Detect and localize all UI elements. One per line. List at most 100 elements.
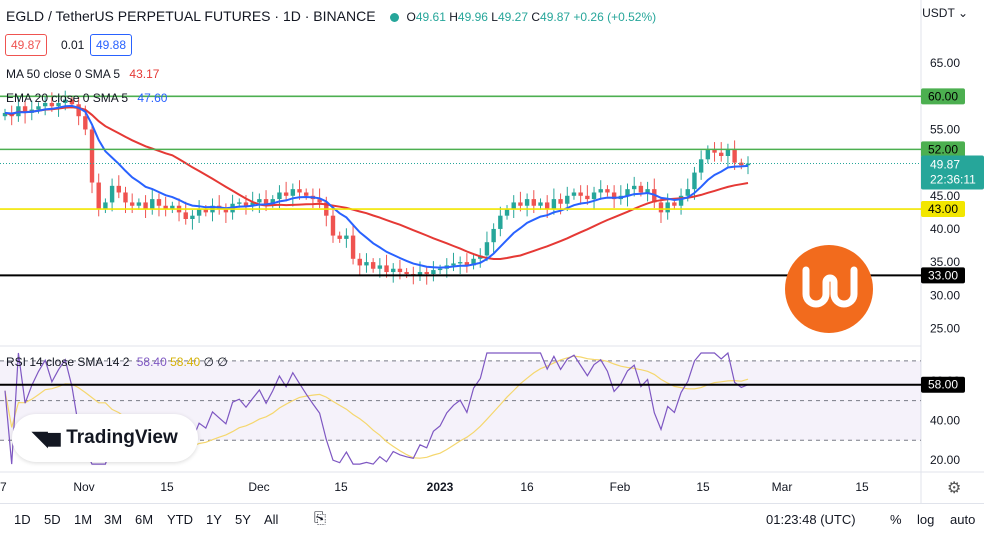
range-ytd[interactable]: YTD <box>167 512 193 527</box>
candle <box>330 215 336 236</box>
price-tick-label: 65.00 <box>930 56 960 70</box>
candle <box>370 262 376 269</box>
candle <box>498 215 503 229</box>
candle <box>538 202 543 206</box>
candle <box>63 99 68 103</box>
auto-toggle[interactable]: auto <box>950 512 976 527</box>
log-toggle[interactable]: log <box>917 512 935 527</box>
range-1y[interactable]: 1Y <box>206 512 222 527</box>
settings-gear-icon[interactable]: ⚙ <box>947 480 962 497</box>
utc-clock[interactable]: 01:23:48 (UTC) <box>766 512 856 527</box>
time-tick-label: 16 <box>520 480 534 494</box>
candle <box>129 202 135 206</box>
candle <box>203 209 209 213</box>
tradingview-logo[interactable]: ◥◼ TradingView <box>12 414 198 462</box>
ema-legend[interactable]: EMA 20 close 0 SMA 5 47.60 <box>6 91 168 105</box>
price-tick-label: 40.00 <box>930 222 960 236</box>
candle <box>263 199 269 204</box>
percent-toggle[interactable]: % <box>890 512 902 527</box>
last-price-badge <box>921 155 984 190</box>
candle <box>237 202 242 204</box>
candle <box>391 268 396 273</box>
logo-mark <box>802 266 858 308</box>
time-tick-label: 15 <box>160 480 174 494</box>
buy-button[interactable]: 49.88 <box>90 34 133 56</box>
range-5y[interactable]: 5Y <box>235 512 251 527</box>
range-1m[interactable]: 1M <box>74 512 93 527</box>
candle <box>317 199 322 203</box>
range-5d[interactable]: 5D <box>44 512 61 527</box>
rsi-tick-label: 20.00 <box>930 453 960 467</box>
candle <box>712 149 717 153</box>
candle <box>250 202 255 206</box>
candle <box>645 189 650 193</box>
candle <box>163 205 168 210</box>
bottom-toolbar: 1D 5D 1M 3M 6M YTD 1Y 5Y All ⎘ 01:23:48 … <box>0 503 984 534</box>
candle <box>417 272 423 276</box>
sell-button[interactable]: 49.87 <box>5 34 48 56</box>
chart-header: EGLD / TetherUS PERPETUAL FUTURES · 1D ·… <box>6 8 656 24</box>
level-badge <box>921 141 965 158</box>
candle <box>397 268 403 273</box>
candle <box>377 265 383 269</box>
time-tick-label: 15 <box>855 480 869 494</box>
candle <box>598 189 603 193</box>
candle <box>725 149 731 156</box>
candle <box>170 205 175 210</box>
rsi-legend[interactable]: RSI 14 close SMA 14 2 58.40 58.40 ∅ ∅ <box>6 355 228 369</box>
countdown-label: 22:36:11 <box>930 172 976 186</box>
last-price-label: 49.87 <box>930 157 960 171</box>
market-status-icon <box>389 12 399 22</box>
candle <box>578 192 583 196</box>
range-6m[interactable]: 6M <box>135 512 154 527</box>
spread-value: 0.01 <box>61 38 85 52</box>
candle <box>364 262 369 266</box>
level-badge-label: 43.00 <box>928 202 958 216</box>
range-3m[interactable]: 3M <box>104 512 123 527</box>
candle <box>625 189 630 196</box>
candle <box>350 235 356 259</box>
candle <box>190 215 195 219</box>
candle <box>337 235 342 239</box>
candle <box>491 228 496 243</box>
candle <box>524 199 530 206</box>
candle <box>558 199 563 204</box>
candle <box>136 202 142 206</box>
candles-group <box>2 90 751 285</box>
candle <box>518 202 523 206</box>
range-all[interactable]: All <box>264 512 279 527</box>
ema-20-line <box>4 104 749 269</box>
price-tick-label: 35.00 <box>930 255 960 269</box>
candle <box>223 209 229 213</box>
candle <box>42 102 48 107</box>
ma-legend[interactable]: MA 50 close 0 SMA 5 43.17 <box>6 67 160 81</box>
currency-selector[interactable]: USDT ⌄ <box>922 6 968 20</box>
candle <box>437 268 443 271</box>
price-tick-label: 30.00 <box>930 288 960 302</box>
candle <box>123 192 128 203</box>
symbol-title[interactable]: EGLD / TetherUS PERPETUAL FUTURES · 1D ·… <box>6 8 376 24</box>
time-tick-label: Feb <box>610 480 631 494</box>
time-tick-label: Dec <box>248 480 269 494</box>
candle <box>685 189 690 196</box>
candle <box>705 149 711 160</box>
candle <box>431 270 436 275</box>
watermark-logo-icon <box>785 245 873 333</box>
candle <box>109 185 115 203</box>
candle <box>357 258 362 266</box>
candle <box>678 195 684 206</box>
date-range-icon[interactable]: ⎘ <box>314 510 327 527</box>
candle <box>511 202 516 210</box>
candle <box>565 195 570 204</box>
price-tick-label: 25.00 <box>930 321 960 335</box>
candle <box>143 202 148 210</box>
ma-50-line <box>4 106 749 260</box>
candle <box>243 202 249 206</box>
range-1d[interactable]: 1D <box>14 512 31 527</box>
level-badge <box>921 201 965 218</box>
candle <box>745 163 751 166</box>
level-badge-label: 33.00 <box>928 268 958 282</box>
candle <box>665 202 670 213</box>
candle <box>632 185 637 190</box>
